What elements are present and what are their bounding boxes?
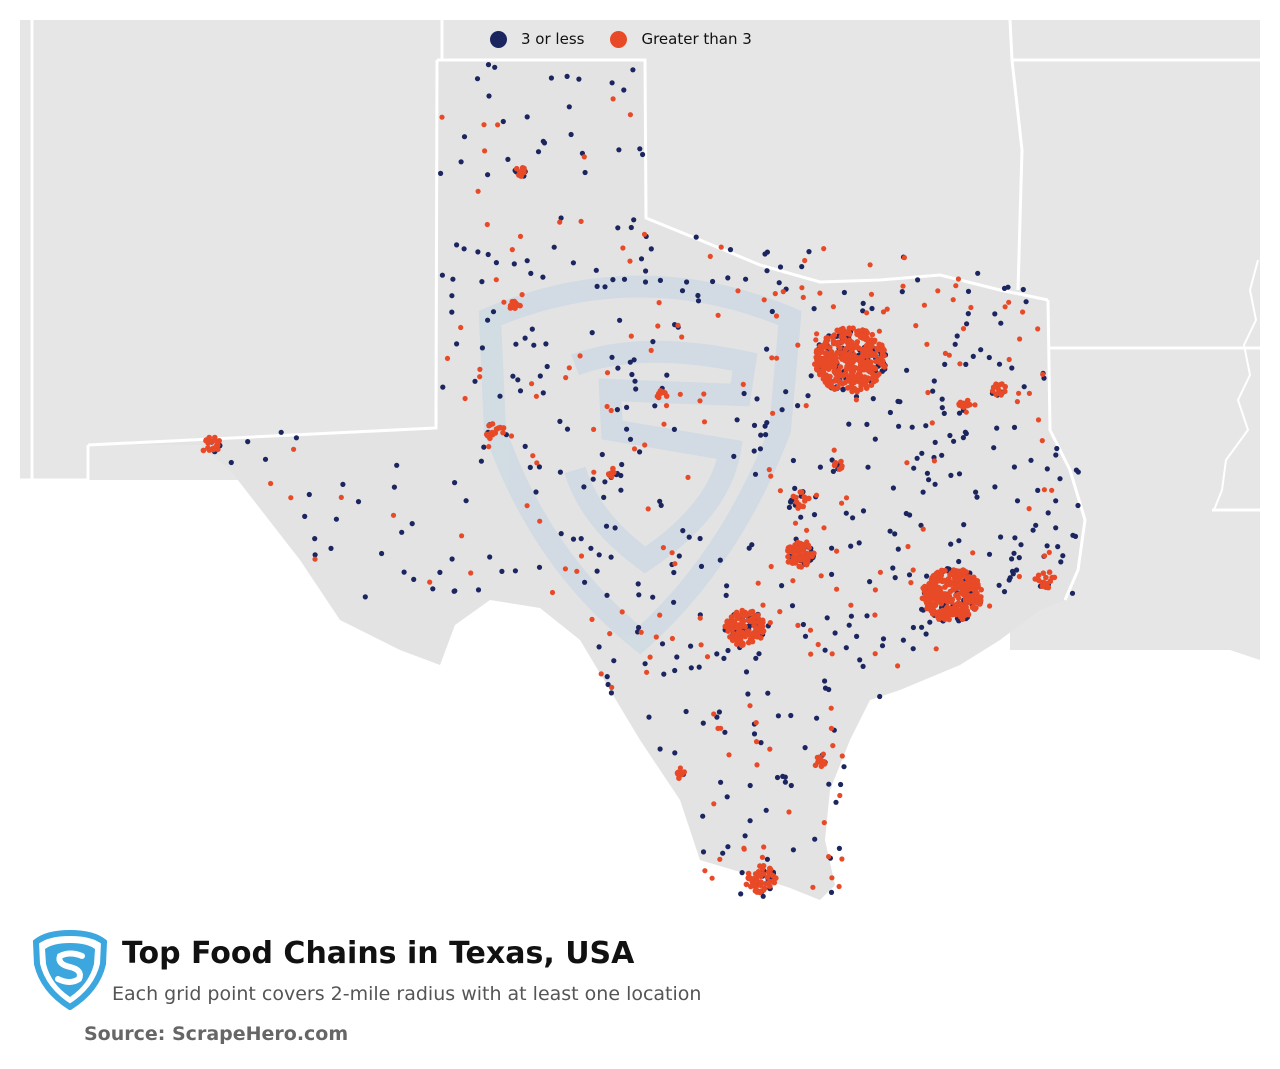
dots-greater-than-3 [200, 96, 1058, 896]
gulf-coast-land [1065, 600, 1260, 660]
legend-dot-orange [610, 30, 628, 48]
mississippi-river-border [1213, 259, 1259, 511]
legend: 3 or less Greater than 3 [490, 30, 752, 48]
legend-item-greater-than-3: Greater than 3 [610, 30, 752, 48]
map-subtitle: Each grid point covers 2-mile radius wit… [112, 983, 702, 1005]
legend-label-greater-than-3: Greater than 3 [641, 30, 752, 48]
texas-map [20, 19, 1260, 900]
legend-item-3-or-less: 3 or less [490, 30, 584, 48]
legend-label-3-or-less: 3 or less [521, 30, 585, 48]
source-credit: Source: ScrapeHero.com [84, 1023, 349, 1045]
legend-dot-navy [490, 30, 507, 48]
map-title: Top Food Chains in Texas, USA [122, 936, 635, 971]
scrapehero-shield-s-icon [33, 930, 107, 1010]
